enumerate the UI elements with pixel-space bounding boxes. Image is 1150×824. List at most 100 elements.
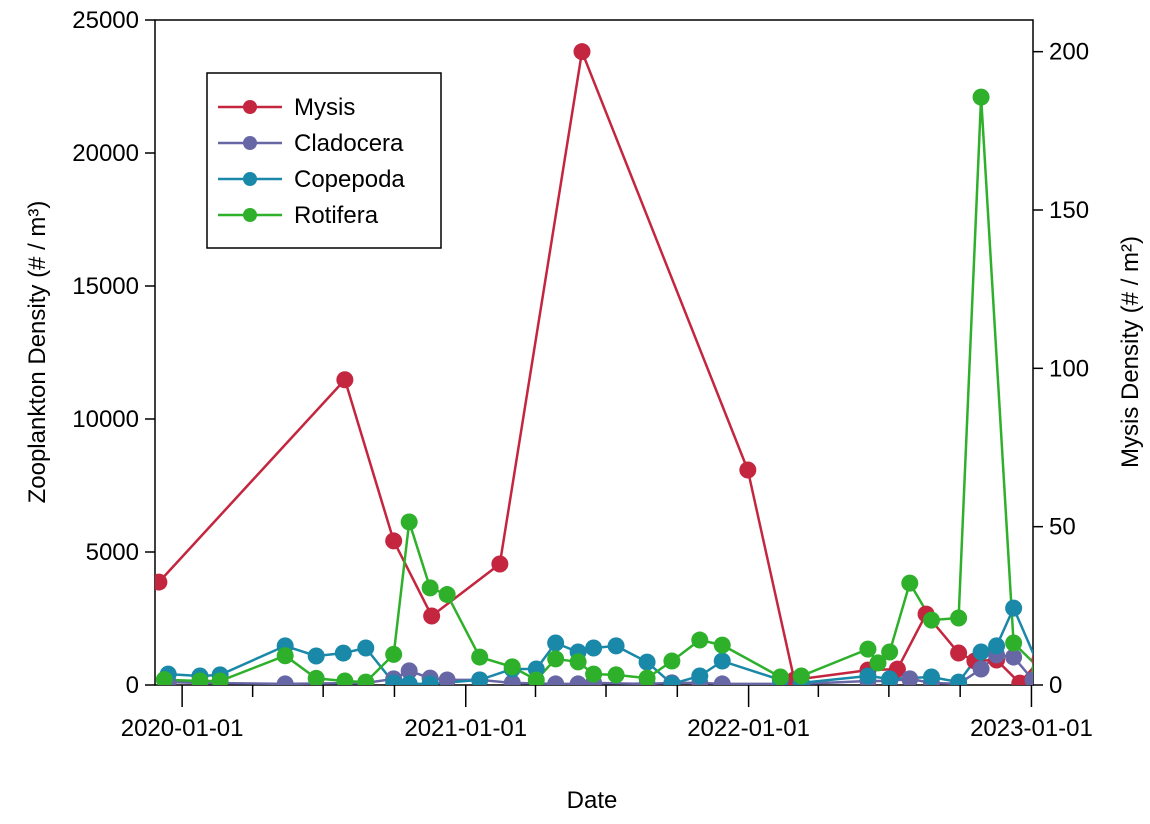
data-point — [276, 675, 294, 685]
plot-area — [155, 43, 1033, 685]
legend: Mysis Cladocera Copepoda Rotifera — [206, 72, 442, 249]
data-point — [972, 88, 990, 106]
data-point — [307, 669, 325, 685]
data-point — [1005, 599, 1023, 617]
data-point — [527, 671, 545, 685]
data-point — [357, 639, 375, 657]
data-point — [713, 675, 731, 685]
data-point — [503, 674, 521, 685]
data-point — [569, 653, 587, 671]
data-point — [859, 667, 877, 685]
data-point — [438, 671, 456, 685]
y2-tick-label: 200 — [1049, 39, 1089, 66]
data-point — [547, 634, 565, 652]
data-point — [385, 645, 403, 663]
data-point — [400, 513, 418, 531]
data-point — [901, 670, 919, 685]
y2-tick-label: 150 — [1049, 197, 1089, 224]
data-point — [713, 652, 731, 670]
data-point — [585, 639, 603, 657]
data-point — [1011, 674, 1029, 685]
data-point — [771, 668, 789, 685]
data-point — [385, 532, 403, 550]
legend-label: Rotifera — [294, 202, 379, 229]
x-tick-label: 2020-01-01 — [121, 715, 244, 742]
data-point — [638, 669, 656, 685]
data-point — [1031, 664, 1033, 674]
y-tick-label: 15000 — [72, 273, 139, 300]
data-point — [691, 631, 709, 649]
y-tick-label: 20000 — [72, 140, 139, 167]
y2-tick-label: 50 — [1049, 514, 1076, 541]
data-point — [547, 675, 565, 685]
data-point — [713, 636, 731, 654]
data-point — [336, 672, 354, 685]
data-point — [276, 647, 294, 665]
data-point — [881, 643, 899, 661]
data-point — [438, 586, 456, 604]
data-point — [972, 660, 990, 678]
legend-marker — [243, 172, 257, 186]
data-point — [503, 658, 521, 676]
data-point — [421, 579, 439, 597]
data-point — [607, 637, 625, 655]
data-point — [547, 650, 565, 668]
data-point — [334, 644, 352, 662]
data-point — [155, 671, 173, 685]
legend-label: Copepoda — [294, 166, 405, 193]
data-point — [988, 637, 1006, 655]
data-point — [1031, 654, 1033, 665]
data-point — [950, 609, 968, 627]
data-point — [1024, 671, 1033, 685]
data-point — [191, 672, 209, 685]
series-line — [157, 47, 1033, 685]
x-axis-title: Date — [567, 787, 618, 814]
y-tick-label: 25000 — [72, 7, 139, 34]
x-tick-label: 2021-01-01 — [404, 715, 527, 742]
y-tick-label: 5000 — [86, 539, 139, 566]
data-point — [881, 670, 899, 685]
data-point — [155, 573, 168, 591]
y-tick-label: 10000 — [72, 406, 139, 433]
data-point — [423, 607, 441, 625]
data-point — [663, 675, 681, 685]
data-point — [336, 371, 354, 389]
data-point — [922, 611, 940, 629]
data-point — [471, 648, 489, 666]
data-point — [585, 665, 603, 683]
data-point — [421, 675, 439, 685]
data-point — [950, 644, 968, 662]
data-point — [307, 647, 325, 665]
data-point — [1005, 634, 1023, 652]
data-point — [901, 574, 919, 592]
x-tick-label: 2023-01-01 — [970, 715, 1093, 742]
data-point — [357, 673, 375, 685]
data-point — [400, 675, 418, 685]
legend-label: Cladocera — [294, 130, 404, 157]
data-point — [569, 675, 587, 685]
data-point — [691, 667, 709, 685]
data-point — [638, 653, 656, 671]
y-axis-title: Zooplankton Density (# / m³) — [24, 201, 51, 504]
data-point — [663, 652, 681, 670]
x-tick-label: 2022-01-01 — [687, 715, 810, 742]
data-point — [471, 671, 489, 685]
legend-marker — [243, 136, 257, 150]
data-point — [972, 643, 990, 661]
data-point — [792, 667, 810, 685]
data-point — [922, 668, 940, 685]
data-point — [400, 662, 418, 680]
data-point — [869, 654, 887, 672]
y2-axis-title: Mysis Density (# / m²) — [1117, 236, 1144, 468]
legend-marker — [243, 100, 257, 114]
data-point — [1031, 664, 1033, 674]
y2-tick-label: 0 — [1049, 672, 1062, 699]
data-point — [211, 672, 229, 685]
data-point — [1005, 648, 1023, 666]
data-point — [607, 666, 625, 684]
data-point — [491, 555, 509, 573]
legend-marker — [243, 208, 257, 222]
data-point — [859, 640, 877, 658]
